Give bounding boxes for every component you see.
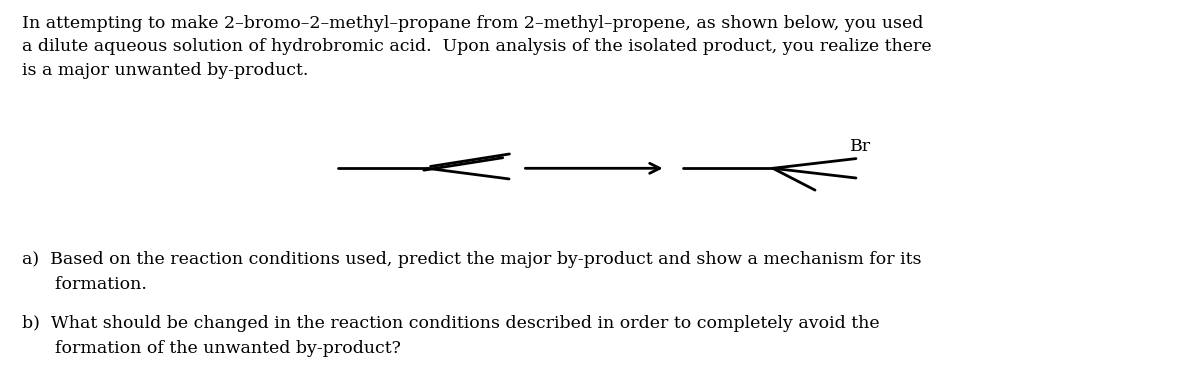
Text: In attempting to make 2–bromo–2–methyl–propane from 2–methyl–propene, as shown b: In attempting to make 2–bromo–2–methyl–p… [22,15,931,79]
Text: b)  What should be changed in the reaction conditions described in order to comp: b) What should be changed in the reactio… [22,315,880,356]
Text: Br: Br [850,138,871,155]
Text: a)  Based on the reaction conditions used, predict the major by-product and show: a) Based on the reaction conditions used… [22,251,922,293]
